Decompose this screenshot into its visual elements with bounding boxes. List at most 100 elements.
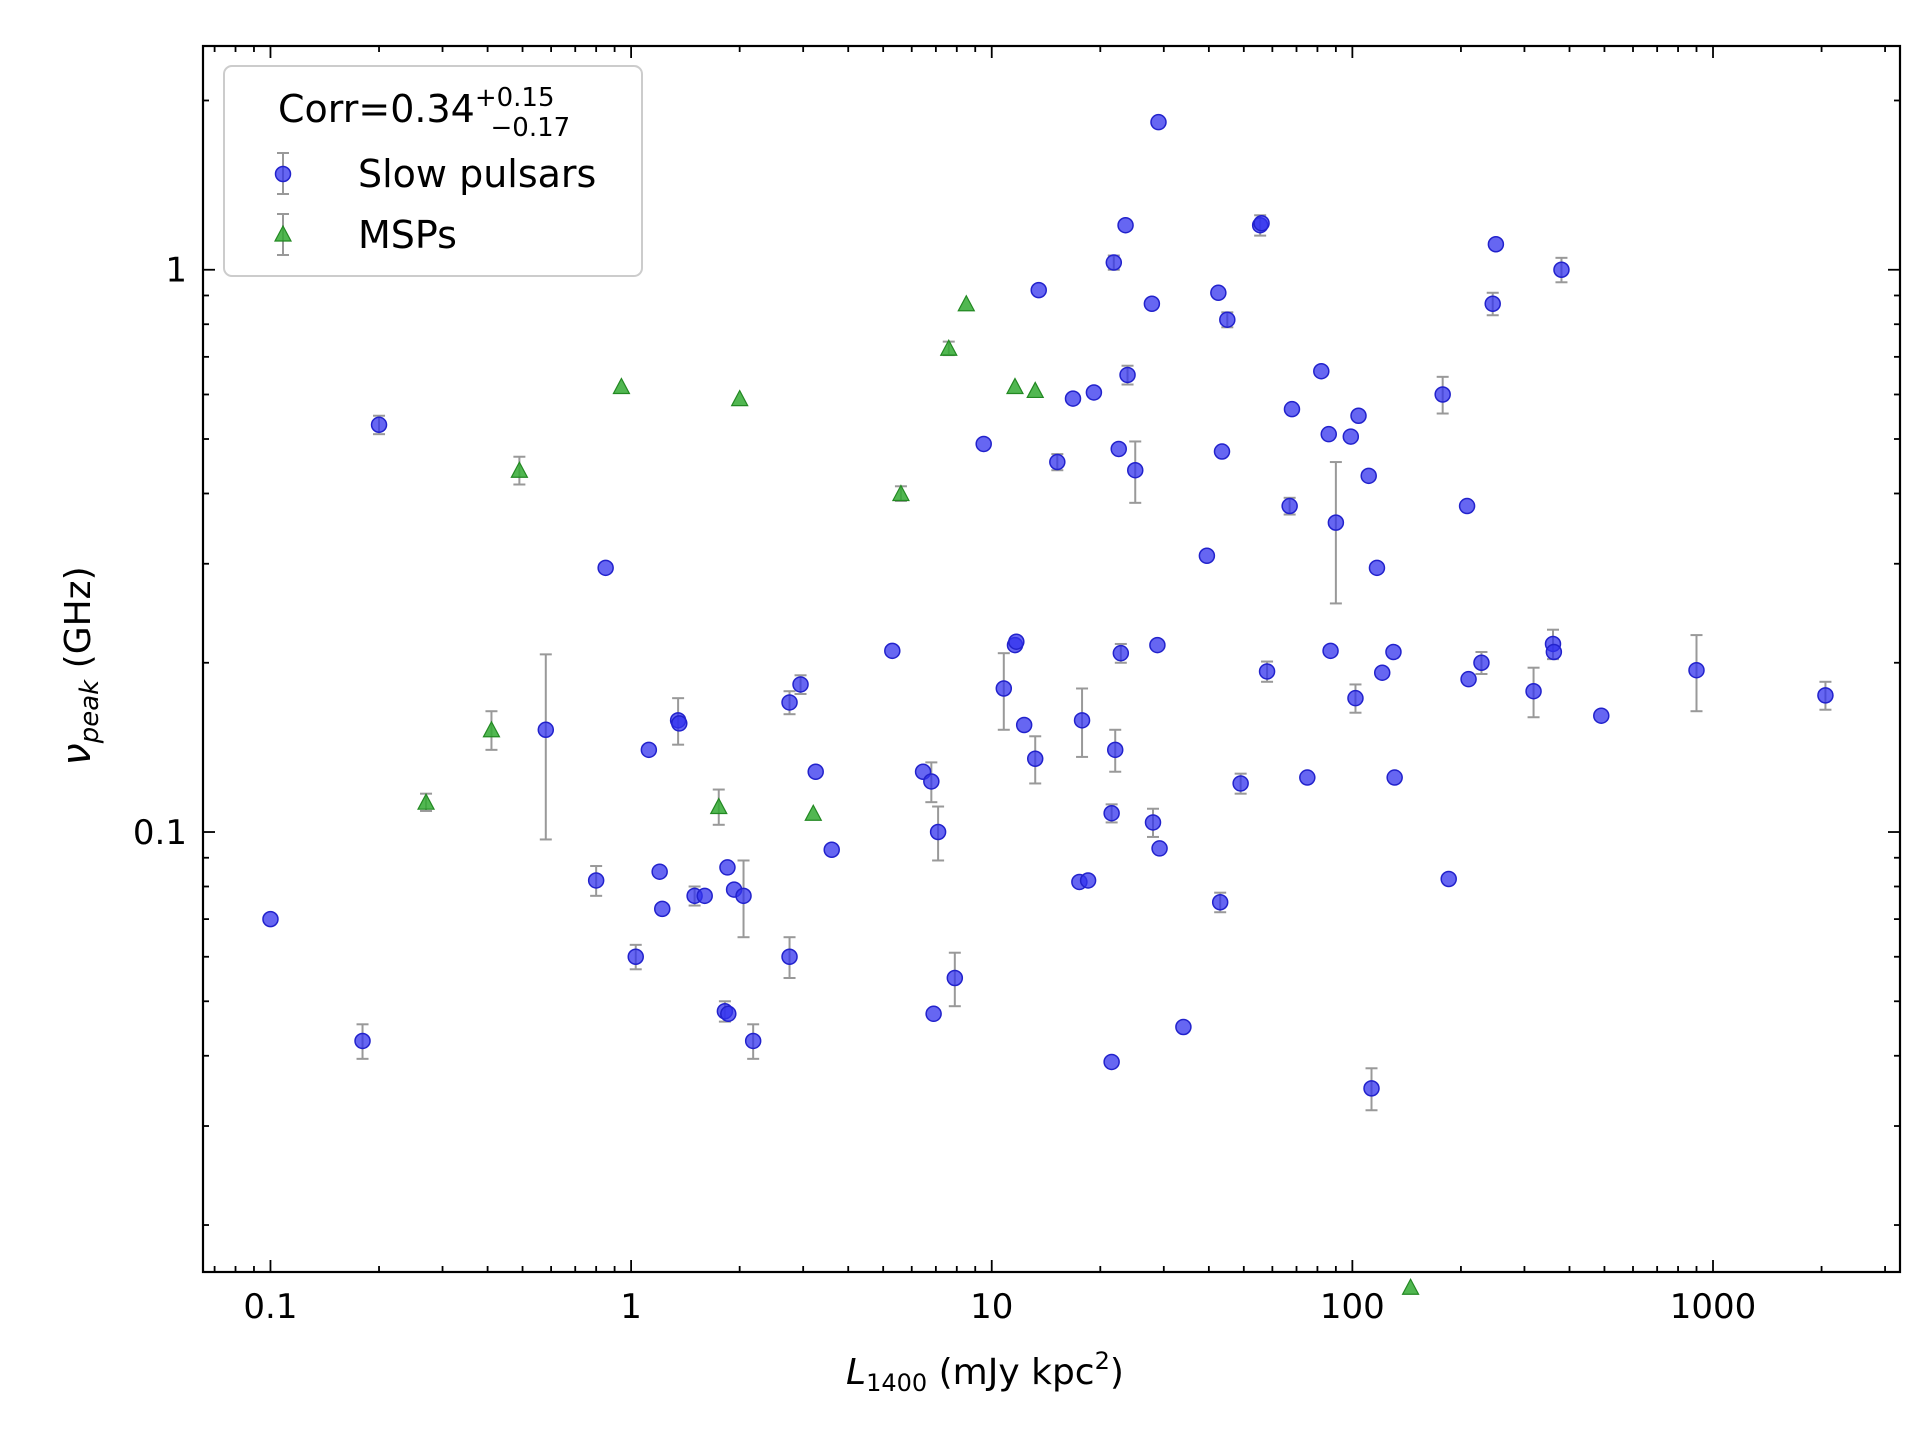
slow-pulsar-point	[1545, 643, 1563, 661]
slow-pulsar-point	[1030, 281, 1047, 299]
slow-pulsar-point	[1253, 214, 1270, 232]
slow-pulsar-point	[735, 887, 752, 905]
slow-pulsar-point	[792, 676, 809, 693]
slow-pulsar-point	[1283, 400, 1301, 418]
slow-pulsar-point	[1368, 559, 1386, 577]
slow-pulsar-point	[1434, 386, 1451, 403]
slow-pulsar-point	[1106, 741, 1124, 759]
slow-pulsar-point	[1320, 425, 1337, 443]
slow-pulsar-point	[640, 741, 658, 759]
legend-box	[223, 65, 643, 277]
slow-pulsar-point	[1363, 1080, 1380, 1097]
slow-pulsar-point	[1213, 443, 1231, 460]
slow-pulsar-point	[1281, 497, 1298, 515]
slow-pulsar-point	[1117, 216, 1134, 234]
data-points	[262, 113, 1834, 1295]
slow-pulsar-point	[744, 1032, 762, 1050]
slow-pulsar-point	[1150, 113, 1167, 131]
slow-pulsar-point	[1347, 689, 1364, 707]
slow-pulsar-point	[370, 416, 388, 434]
slow-pulsar-point	[1360, 467, 1377, 485]
slow-pulsar-point	[1126, 461, 1144, 479]
slow-pulsar-point	[1258, 663, 1276, 680]
slow-pulsar-point	[1460, 670, 1477, 688]
slow-pulsar-point	[1817, 687, 1834, 704]
slow-pulsar-point	[1143, 295, 1161, 313]
slow-pulsar-point	[720, 1005, 737, 1023]
slow-pulsar-point	[262, 910, 279, 928]
x-tick-label: 1000	[1670, 1287, 1757, 1327]
slow-pulsar-point	[1079, 872, 1097, 889]
msp-point	[482, 720, 501, 738]
x-tick-label: 10	[970, 1287, 1013, 1327]
slow-pulsar-point	[1015, 716, 1033, 734]
slow-pulsar-point	[719, 859, 736, 876]
slow-pulsar-point	[1373, 664, 1391, 681]
plot-frame	[201, 44, 1902, 1274]
slow-pulsar-point	[1484, 295, 1501, 313]
slow-pulsar-point	[1211, 894, 1229, 911]
slow-pulsar-point	[1151, 840, 1168, 857]
slow-pulsar-point	[1026, 750, 1044, 767]
slow-pulsar-point	[1008, 633, 1025, 650]
slow-pulsar-point	[1386, 769, 1403, 786]
slow-pulsar-point	[823, 841, 840, 858]
slow-pulsar-point	[671, 715, 688, 732]
slow-pulsar-point	[354, 1032, 371, 1050]
slow-pulsar-point	[975, 435, 992, 453]
msp-point	[1005, 377, 1024, 395]
slow-pulsar-point	[946, 969, 964, 987]
slow-pulsar-point	[1473, 654, 1490, 672]
y-tick-label: 1	[165, 251, 187, 291]
slow-pulsar-point	[1219, 311, 1236, 328]
msp-point	[804, 803, 823, 821]
slow-pulsar-point	[1210, 284, 1227, 302]
legend-marker-slow-pulsars	[274, 152, 292, 195]
slow-pulsar-point	[1073, 712, 1091, 729]
msp-point	[510, 460, 529, 478]
msp-point	[891, 484, 910, 502]
slow-pulsar-point	[1112, 644, 1130, 662]
x-tick-label: 100	[1320, 1287, 1385, 1327]
slow-pulsar-point	[1064, 390, 1082, 407]
slow-pulsar-point	[1327, 514, 1345, 531]
slow-pulsar-point	[696, 887, 713, 905]
slow-pulsar-point	[1232, 775, 1249, 792]
slow-pulsar-point	[1322, 642, 1339, 660]
slow-pulsar-point	[929, 823, 947, 841]
x-tick-label: 0.1	[243, 1287, 297, 1327]
slow-pulsar-point	[1110, 440, 1127, 458]
slow-pulsar-point	[1688, 661, 1705, 679]
slow-pulsar-point	[1198, 547, 1216, 564]
slow-pulsar-point	[1175, 1018, 1192, 1036]
slow-pulsar-point	[1103, 1053, 1120, 1071]
legend-marker-msps	[274, 213, 292, 256]
slow-pulsar-point	[587, 872, 605, 889]
slow-pulsar-point	[1350, 407, 1367, 424]
msp-point	[417, 792, 436, 810]
legend-correlation: Corr=0.34+0.15 −0.17	[278, 83, 570, 143]
slow-pulsar-point	[1342, 428, 1360, 445]
slow-pulsar-point	[925, 1005, 942, 1023]
y-tick-label: 0.1	[133, 813, 187, 853]
x-tick-label: 1	[620, 1287, 642, 1327]
slow-pulsar-point	[1525, 682, 1542, 700]
slow-pulsar-point	[923, 773, 940, 790]
slow-pulsar-point	[653, 900, 671, 918]
slow-pulsar-point	[1385, 643, 1402, 661]
msp-point	[957, 294, 976, 312]
legend-label-msps: MSPs	[358, 213, 457, 257]
y-axis-label: νpeak (GHz)	[54, 566, 105, 765]
slow-pulsar-point	[781, 948, 798, 966]
slow-pulsar-point	[1487, 236, 1505, 253]
slow-pulsar-point	[1440, 870, 1457, 888]
slow-pulsar-point	[1299, 769, 1316, 786]
legend-label-slow-pulsars: Slow pulsars	[358, 152, 596, 196]
x-axis-label: L1400 (mJy kpc2)	[846, 1347, 1124, 1397]
slow-pulsar-point	[1085, 384, 1103, 401]
msp-point	[730, 389, 749, 407]
msp-point	[1026, 381, 1045, 399]
slow-pulsar-point	[1553, 261, 1570, 278]
legend: Corr=0.34+0.15 −0.17 Slow pulsars MSPs	[223, 65, 643, 277]
slow-pulsar-point	[1458, 497, 1476, 515]
